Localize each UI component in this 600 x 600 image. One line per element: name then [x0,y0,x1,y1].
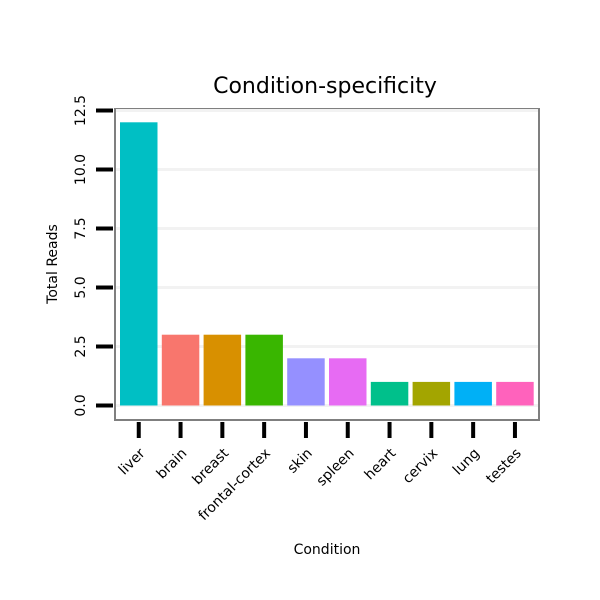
bar-liver [120,122,158,406]
x-tick-label: cervix [400,446,441,487]
x-tick-label: testes [483,446,525,488]
bar-breast [203,334,242,406]
bar-cervix [412,381,451,406]
bar-spleen [329,358,367,406]
x-tick-label: frontal-cortex [195,446,273,524]
y-tick-label: 12.5 [73,95,89,126]
y-tick-label: 5.0 [73,276,89,298]
bar-testes [496,381,534,406]
chart-title: Condition-specificity [213,74,437,99]
y-tick-label: 7.5 [73,217,89,239]
x-tick-label: heart [362,445,400,483]
y-tick-label: 2.5 [73,335,89,357]
y-tick-label: 10.0 [73,154,89,185]
bar-skin [287,358,325,406]
bar-lung [454,381,492,406]
bar-heart [370,381,409,406]
x-tick-label: skin [285,446,316,477]
x-axis-label: Condition [294,542,361,558]
x-tick-label: liver [116,445,149,478]
y-tick-label: 0.0 [73,394,89,416]
bar-frontal-cortex [245,334,283,406]
y-axis-label: Total Reads [45,224,61,305]
x-tick-label: brain [154,446,191,483]
bars [120,122,534,406]
bar-brain [161,334,200,406]
x-tick-label: spleen [314,446,358,490]
y-axis: 0.0 2.5 5.0 7.5 10.0 12.5 [73,95,113,417]
x-tick-label: lung [450,446,483,479]
